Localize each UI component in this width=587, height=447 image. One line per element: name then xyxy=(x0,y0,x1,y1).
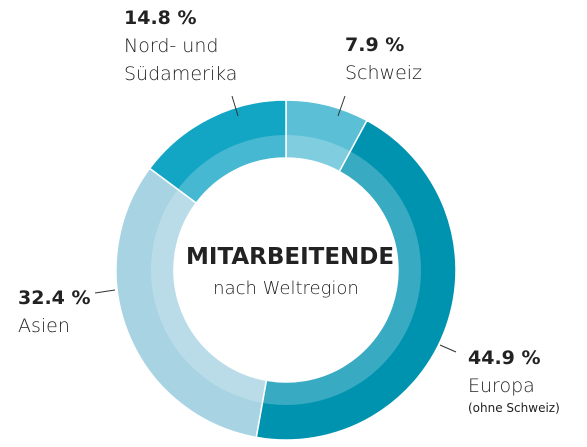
value-label: 44.9 % xyxy=(468,347,541,369)
value-label: 32.4 % xyxy=(18,287,91,309)
value-label: 7.9 % xyxy=(345,34,405,56)
category-label: Schweiz xyxy=(345,62,423,84)
chart-subtitle: nach Weltregion xyxy=(213,278,359,299)
donut-segment xyxy=(148,99,287,205)
category-label: Asien xyxy=(18,315,70,337)
category-label: Europa xyxy=(468,375,535,397)
leader-line xyxy=(337,95,346,117)
segment-label: 7.9 % Schweiz xyxy=(345,31,422,87)
leader-line xyxy=(439,344,457,353)
segment-label: 44.9 % Europa (ohne Schweiz) xyxy=(468,344,560,416)
inner-band xyxy=(151,135,421,405)
chart-title: MITARBEITENDE xyxy=(186,244,395,270)
donut-segment xyxy=(255,119,457,441)
category-note: (ohne Schweiz) xyxy=(468,401,560,415)
segment-label: 14.8 % Nord- und Südamerika xyxy=(124,4,237,88)
segment-label: 32.4 % Asien xyxy=(18,284,91,340)
value-label: 14.8 % xyxy=(124,7,197,29)
donut-segment xyxy=(115,167,268,439)
category-label: Nord- und Südamerika xyxy=(124,35,238,85)
leader-line xyxy=(94,289,116,294)
leader-line xyxy=(231,95,239,117)
